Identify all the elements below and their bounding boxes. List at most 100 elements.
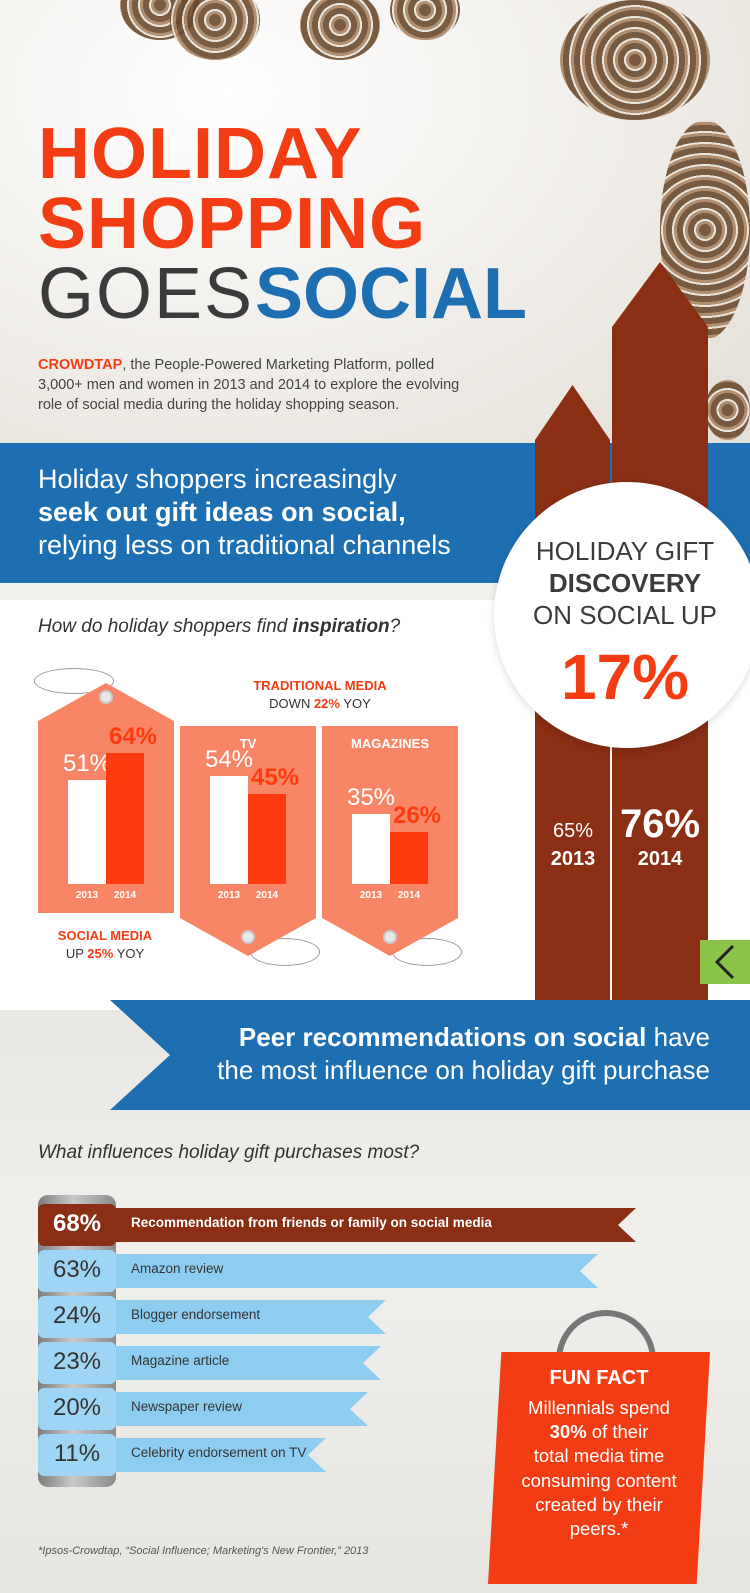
tag-hole xyxy=(241,930,255,944)
arrow-2013-value: 65% xyxy=(552,820,594,842)
arrow-2014-value: 76% xyxy=(619,802,701,846)
social-media-value-2013: 51% xyxy=(62,749,112,777)
yoy-text: YOY xyxy=(113,946,145,961)
tv-value-2014: 45% xyxy=(250,764,300,791)
magazines-value-2013: 35% xyxy=(346,784,396,811)
arrow-2014-year: 2014 xyxy=(637,848,683,870)
spool-band xyxy=(38,1434,116,1476)
tv-tick-2014: 2014 xyxy=(255,890,279,901)
banner1-line3: relying less on traditional channels xyxy=(38,530,451,560)
question-text: How do holiday shoppers find xyxy=(38,616,293,637)
intro-paragraph: CROWDTAP, the People-Powered Marketing P… xyxy=(38,355,478,415)
tv-tag-title: TV xyxy=(239,736,257,751)
up-percent: 25% xyxy=(87,946,114,961)
banner2-bold: Peer recommendations on social xyxy=(238,1022,647,1052)
influence-question: What influences holiday gift purchases m… xyxy=(38,1142,420,1163)
social-media-label: SOCIAL MEDIA xyxy=(57,928,153,943)
banner2-line1: Peer recommendations on social have xyxy=(150,1022,710,1053)
fun-fact-line2-text: of their xyxy=(586,1421,649,1442)
fun-fact-line3: total media time xyxy=(533,1445,665,1466)
tv-value-2013: 54% xyxy=(204,746,254,773)
banner-peer-recommendations xyxy=(110,1000,750,1110)
tv-bar-2014 xyxy=(248,794,286,884)
chevron-left-icon[interactable] xyxy=(700,940,750,984)
influence-percent: 23% xyxy=(52,1348,102,1375)
tv-tick-2013: 2013 xyxy=(217,890,241,901)
banner1-line1: Holiday shoppers increasingly xyxy=(38,464,397,494)
tag-hole xyxy=(99,690,113,704)
traditional-media-label: TRADITIONAL MEDIA xyxy=(253,678,387,693)
tv-bar-2013 xyxy=(210,776,248,884)
influence-label: Blogger endorsement xyxy=(131,1307,261,1322)
influence-percent: 68% xyxy=(52,1210,102,1237)
shopping-bag xyxy=(488,1352,710,1584)
discovery-line1: HOLIDAY GIFT xyxy=(535,536,715,566)
discovery-percentage: 17% xyxy=(560,641,690,713)
social-media-value-2014: 64% xyxy=(108,723,158,751)
footnote: *Ipsos-Crowdtap, “Social Influence; Mark… xyxy=(38,1545,369,1557)
influence-ribbon xyxy=(116,1300,386,1334)
inspiration-question: How do holiday shoppers find inspiration… xyxy=(38,616,400,638)
influence-percent: 24% xyxy=(52,1302,102,1329)
traditional-media-change: DOWN 22% YOY xyxy=(230,696,410,711)
side-tab[interactable] xyxy=(700,940,750,984)
title-line-1: HOLIDAY xyxy=(38,114,363,194)
influence-label: Newspaper review xyxy=(131,1399,243,1414)
tag-hole xyxy=(383,930,397,944)
influence-label: Amazon review xyxy=(131,1261,224,1276)
title-line-3-goes: GOES xyxy=(38,254,255,334)
banner2-rest: have xyxy=(646,1022,710,1052)
fun-fact-line5: created by their xyxy=(535,1494,663,1515)
fun-fact-line2: 30% of their xyxy=(488,1421,710,1443)
fun-fact-title: FUN FACT xyxy=(549,1367,649,1389)
banner2-line2: the most influence on holiday gift purch… xyxy=(217,1055,710,1085)
magazines-tag-title: MAGAZINES xyxy=(351,736,429,751)
title-line-3-social: SOCIAL xyxy=(255,254,528,334)
fun-fact-percent: 30% xyxy=(549,1421,587,1442)
discovery-line2: DISCOVERY xyxy=(548,568,702,598)
tag-string xyxy=(34,668,114,694)
bag-handle xyxy=(556,1310,656,1380)
spool-band xyxy=(38,1342,116,1384)
spool-band xyxy=(38,1388,116,1430)
brand-name: CROWDTAP xyxy=(38,357,123,373)
arrow-2013-year: 2013 xyxy=(550,848,596,870)
down-percent: 22% xyxy=(313,696,340,711)
banner1-line2: seek out gift ideas on social, xyxy=(38,497,406,527)
spool-band xyxy=(38,1204,116,1246)
spool-band xyxy=(38,1296,116,1338)
pinecone-decoration xyxy=(560,0,710,120)
question-mark: ? xyxy=(389,616,401,637)
influence-ribbon xyxy=(116,1392,368,1426)
influence-label: Magazine article xyxy=(131,1353,230,1368)
social-media-change: UP 25% YOY xyxy=(40,946,170,961)
fun-fact-line1: Millennials spend xyxy=(528,1397,670,1418)
social-media-bar-2014 xyxy=(106,753,144,884)
influence-ribbon xyxy=(116,1438,326,1472)
pinecone-decoration xyxy=(300,0,380,60)
magazines-tick-2014: 2014 xyxy=(397,890,421,901)
fun-fact-line4: consuming content xyxy=(521,1470,677,1491)
title-line-2: SHOPPING xyxy=(38,184,427,264)
magazines-bar-2014 xyxy=(390,832,428,884)
social-media-tick-2014: 2014 xyxy=(113,890,137,901)
fun-fact-line6: peers.* xyxy=(569,1518,629,1539)
influence-ribbon xyxy=(116,1254,598,1288)
up-text: UP xyxy=(65,946,88,961)
pinecone-decoration xyxy=(705,380,750,440)
influence-ribbon xyxy=(116,1346,381,1380)
discovery-line3: ON SOCIAL UP xyxy=(533,600,717,630)
influence-percent: 11% xyxy=(53,1440,101,1467)
down-text: DOWN xyxy=(269,696,314,711)
magazines-tick-2013: 2013 xyxy=(359,890,383,901)
magazines-value-2014: 26% xyxy=(392,802,442,829)
discovery-circle xyxy=(494,482,750,748)
influence-percent: 20% xyxy=(52,1394,102,1421)
influence-percent: 63% xyxy=(52,1256,102,1283)
influence-label: Recommendation from friends or family on… xyxy=(131,1215,492,1230)
social-media-tick-2013: 2013 xyxy=(75,890,99,901)
spool-band xyxy=(38,1250,116,1292)
question-emphasis: inspiration xyxy=(292,616,390,637)
influence-ribbon xyxy=(116,1208,636,1242)
influence-label: Celebrity endorsement on TV xyxy=(131,1445,307,1460)
